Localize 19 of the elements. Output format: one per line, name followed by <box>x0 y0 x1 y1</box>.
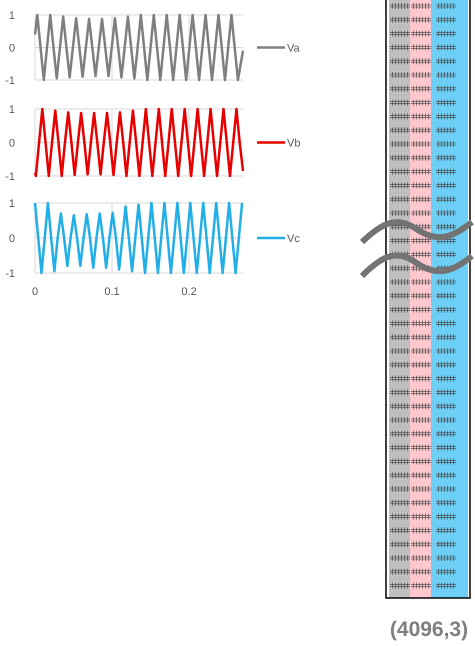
x-tick-label: 0 <box>32 286 38 298</box>
y-tick-label: -1 <box>5 170 15 183</box>
y-tick-label: 1 <box>8 10 15 22</box>
legend-label: Vc <box>287 232 300 245</box>
x-tick-label: 0.2 <box>181 286 197 298</box>
line-series <box>34 14 244 82</box>
legend-label: Vb <box>287 137 300 150</box>
y-tick-label: -1 <box>5 74 15 87</box>
x-tick-label: 0.1 <box>104 286 120 298</box>
y-tick-label: 0 <box>8 232 15 245</box>
legend-label: Va <box>287 42 301 54</box>
text: (4096,3) <box>390 618 468 641</box>
line-series <box>34 108 244 178</box>
y-tick-label: 1 <box>8 198 15 210</box>
line-series <box>34 202 244 274</box>
y-tick-label: 1 <box>8 104 15 116</box>
y-tick-label: -1 <box>5 268 15 280</box>
y-tick-label: 0 <box>8 42 15 54</box>
y-tick-label: 0 <box>8 137 15 150</box>
